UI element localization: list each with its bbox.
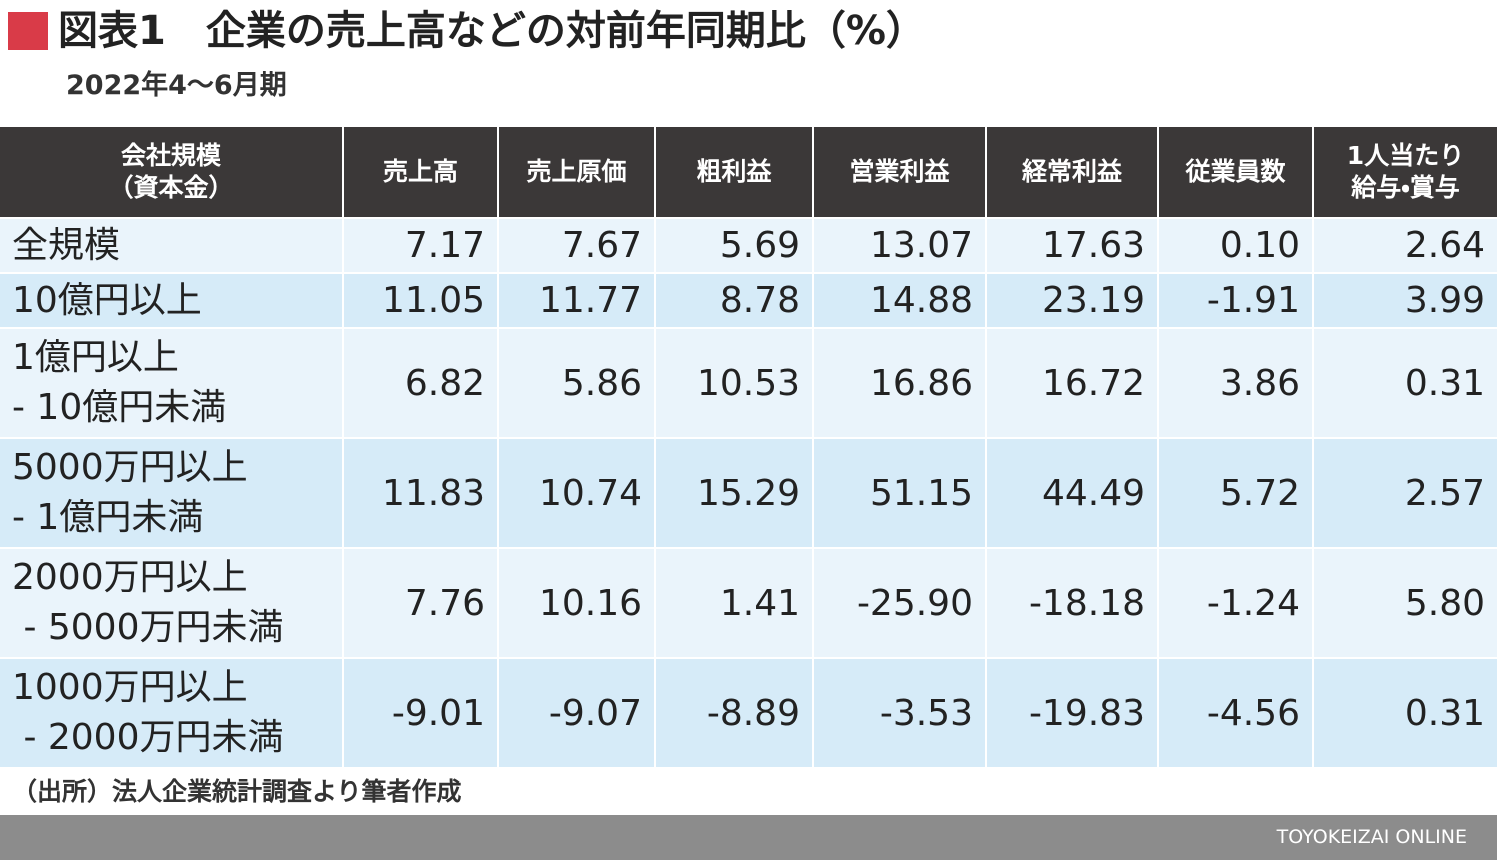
column-header: 従業員数 bbox=[1159, 127, 1312, 217]
cell: 8.78 bbox=[656, 274, 812, 327]
cell: 11.83 bbox=[344, 439, 497, 547]
cell: 3.99 bbox=[1314, 274, 1497, 327]
source: （出所）法人企業統計調査より筆者作成 bbox=[12, 777, 462, 806]
subtitle: 2022年4〜6月期 bbox=[66, 70, 287, 101]
column-header: 経常利益 bbox=[987, 127, 1157, 217]
brand: TOYOKEIZAI ONLINE bbox=[1276, 826, 1467, 848]
cell: 10.74 bbox=[499, 439, 654, 547]
cell: 17.63 bbox=[987, 219, 1157, 272]
row-label: 2000万円以上 - 5000万円未満 bbox=[0, 549, 342, 657]
cell: -1.91 bbox=[1159, 274, 1312, 327]
cell: 7.67 bbox=[499, 219, 654, 272]
cell: 7.76 bbox=[344, 549, 497, 657]
cell: -9.07 bbox=[499, 659, 654, 767]
row-label: 全規模 bbox=[0, 219, 342, 272]
cell: -4.56 bbox=[1159, 659, 1312, 767]
row-label: 10億円以上 bbox=[0, 274, 342, 327]
row-label: 1億円以上 - 10億円未満 bbox=[0, 329, 342, 437]
column-header: 売上原価 bbox=[499, 127, 654, 217]
cell: -3.53 bbox=[814, 659, 985, 767]
cell: -9.01 bbox=[344, 659, 497, 767]
cell: 0.31 bbox=[1314, 329, 1497, 437]
row-label: 1000万円以上 - 2000万円未満 bbox=[0, 659, 342, 767]
cell: 14.88 bbox=[814, 274, 985, 327]
cell: 16.72 bbox=[987, 329, 1157, 437]
cell: 2.57 bbox=[1314, 439, 1497, 547]
cell: 0.31 bbox=[1314, 659, 1497, 767]
cell: -18.18 bbox=[987, 549, 1157, 657]
title-mark bbox=[8, 12, 48, 50]
cell: 10.16 bbox=[499, 549, 654, 657]
cell: 11.77 bbox=[499, 274, 654, 327]
cell: 5.72 bbox=[1159, 439, 1312, 547]
cell: 51.15 bbox=[814, 439, 985, 547]
cell: 23.19 bbox=[987, 274, 1157, 327]
cell: 1.41 bbox=[656, 549, 812, 657]
column-header: 売上高 bbox=[344, 127, 497, 217]
cell: -8.89 bbox=[656, 659, 812, 767]
cell: 5.80 bbox=[1314, 549, 1497, 657]
column-header: 会社規模 （資本金） bbox=[0, 127, 342, 217]
cell: 11.05 bbox=[344, 274, 497, 327]
cell: 6.82 bbox=[344, 329, 497, 437]
cell: 2.64 bbox=[1314, 219, 1497, 272]
table: 会社規模 （資本金） 売上高 売上原価 粗利益 営業利益 経常利益 従業員数 1人当たり 給与… bbox=[0, 127, 1497, 767]
cell: 5.86 bbox=[499, 329, 654, 437]
cell: 0.10 bbox=[1159, 219, 1312, 272]
cell: 5.69 bbox=[656, 219, 812, 272]
footer-bar: TOYOKEIZAI ONLINE bbox=[0, 815, 1497, 860]
cell: 7.17 bbox=[344, 219, 497, 272]
cell: -1.24 bbox=[1159, 549, 1312, 657]
cell: 16.86 bbox=[814, 329, 985, 437]
cell: -19.83 bbox=[987, 659, 1157, 767]
column-header: 営業利益 bbox=[814, 127, 985, 217]
cell: 3.86 bbox=[1159, 329, 1312, 437]
column-header: 1人当たり 給与・賞与 bbox=[1314, 127, 1497, 217]
cell: 10.53 bbox=[656, 329, 812, 437]
cell: 15.29 bbox=[656, 439, 812, 547]
cell: -25.90 bbox=[814, 549, 985, 657]
title: 図表1 企業の売上高などの対前年同期比（%） bbox=[58, 8, 926, 54]
cell: 44.49 bbox=[987, 439, 1157, 547]
row-label: 5000万円以上 - 1億円未満 bbox=[0, 439, 342, 547]
cell: 13.07 bbox=[814, 219, 985, 272]
column-header: 粗利益 bbox=[656, 127, 812, 217]
